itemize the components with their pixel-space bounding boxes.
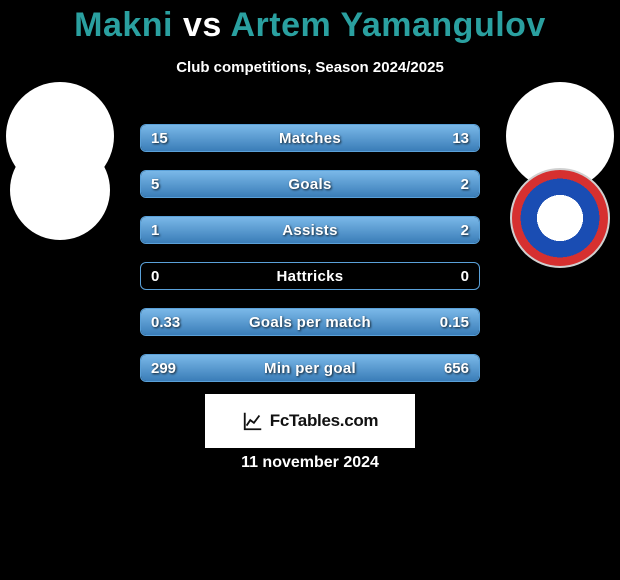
stat-row: Assists1 2: [140, 216, 480, 244]
stat-row: Goals per match0.33 0.15: [140, 308, 480, 336]
stat-label: Goals per match: [141, 309, 479, 335]
stat-label: Min per goal: [141, 355, 479, 381]
subtitle: Club competitions, Season 2024/2025: [0, 59, 620, 76]
player1-club-logo: [10, 140, 110, 240]
stat-value-left: 0.33: [151, 309, 180, 335]
date-label: 11 november 2024: [0, 454, 620, 472]
fctables-logo: FcTables.com: [205, 394, 415, 448]
stat-value-right: 0: [461, 263, 469, 289]
stat-value-left: 5: [151, 171, 159, 197]
stat-value-right: 2: [461, 217, 469, 243]
stat-value-left: 1: [151, 217, 159, 243]
stat-label: Assists: [141, 217, 479, 243]
stat-label: Goals: [141, 171, 479, 197]
stat-row: Hattricks0 0: [140, 262, 480, 290]
stat-value-left: 299: [151, 355, 176, 381]
player1-name: Makni: [74, 6, 173, 44]
stat-label: Hattricks: [141, 263, 479, 289]
stat-value-left: 15: [151, 125, 168, 151]
stat-value-right: 656: [444, 355, 469, 381]
stats-bars: Matches1513Goals52Assists12Hattricks00Go…: [140, 124, 480, 400]
stat-value-left: 0: [151, 263, 159, 289]
stat-row: Matches15 13: [140, 124, 480, 152]
stat-row: Min per goal299 656: [140, 354, 480, 382]
stat-value-right: 2: [461, 171, 469, 197]
stat-value-right: 0.15: [440, 309, 469, 335]
comparison-title: Makni vs Artem Yamangulov: [0, 0, 620, 45]
fctables-logo-text: FcTables.com: [270, 411, 379, 431]
stat-label: Matches: [141, 125, 479, 151]
chart-icon: [242, 410, 264, 432]
player2-club-logo: [510, 168, 610, 268]
stat-value-right: 13: [452, 125, 469, 151]
stat-row: Goals5 2: [140, 170, 480, 198]
vs-separator: vs: [183, 6, 222, 44]
player2-name: Artem Yamangulov: [230, 6, 545, 44]
